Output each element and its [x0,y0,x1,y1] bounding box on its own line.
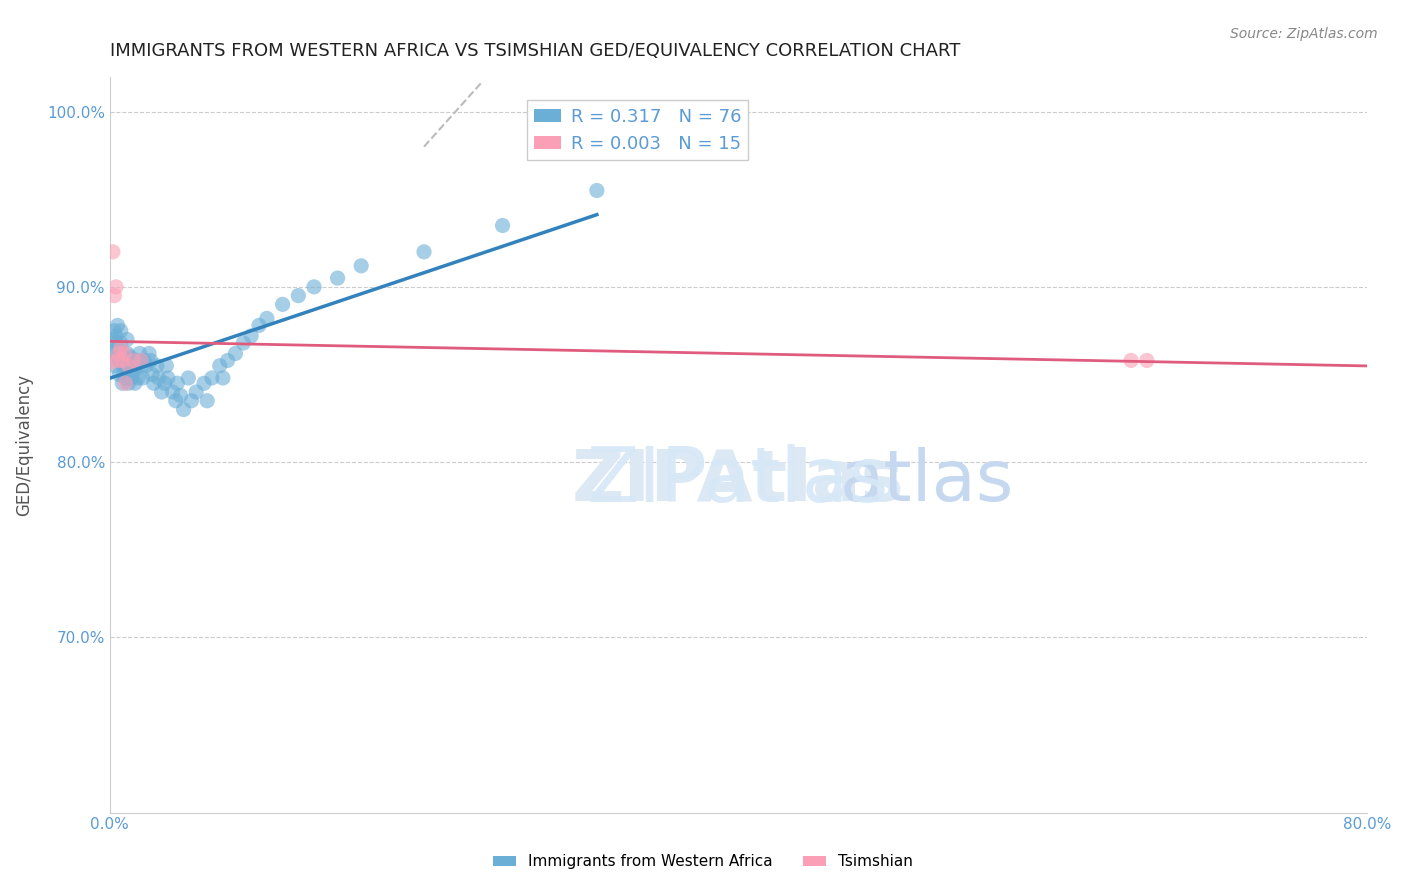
Legend: Immigrants from Western Africa, Tsimshian: Immigrants from Western Africa, Tsimshia… [486,848,920,875]
Point [139,353,162,368]
Point [169,388,191,402]
Point [122,353,145,368]
Point [142,376,165,391]
Point [114,376,136,391]
Point [162,384,184,399]
Point [302,280,325,294]
Point [128,346,150,360]
Point [166,376,188,391]
Point [208,359,231,373]
Point [201,371,224,385]
Y-axis label: GED/Equivalency: GED/Equivalency [15,374,32,516]
Point [156,371,179,385]
Point [1119,353,1142,368]
Point [107,341,129,355]
Point [173,402,195,417]
Point [129,359,152,373]
Text: ZIPAtlas: ZIPAtlas [572,447,904,516]
Point [114,353,136,368]
Point [120,350,142,364]
Point [105,280,128,294]
Point [240,329,263,343]
Point [101,333,124,347]
Point [212,371,235,385]
Point [105,329,128,343]
Point [107,318,129,333]
Point [129,353,152,368]
Point [124,376,146,391]
Point [350,259,373,273]
Point [110,324,132,338]
Point [165,393,187,408]
Point [114,359,136,373]
Point [134,353,156,368]
Point [107,353,129,368]
Point [232,335,254,350]
Point [491,219,513,233]
Point [117,359,139,373]
Point [111,359,134,373]
Point [111,376,134,391]
Point [110,346,132,360]
Point [150,384,173,399]
Point [141,368,163,382]
Point [111,353,134,368]
Point [120,368,142,382]
Point [180,393,202,408]
Point [326,271,349,285]
Point [586,184,609,198]
Point [224,346,246,360]
Point [155,359,177,373]
Point [103,288,125,302]
Point [117,359,139,373]
Point [193,376,215,391]
Point [177,371,200,385]
Point [100,355,122,369]
Point [132,371,155,385]
Text: Source: ZipAtlas.com: Source: ZipAtlas.com [1230,27,1378,41]
Point [127,353,149,368]
Point [110,341,132,355]
Point [112,350,135,364]
Point [413,244,436,259]
Point [115,346,138,360]
Point [101,244,124,259]
Point [110,335,132,350]
Point [186,384,208,399]
Point [256,311,278,326]
Point [122,364,145,378]
Point [105,335,128,350]
Point [148,371,170,385]
Point [117,376,139,391]
Text: IMMIGRANTS FROM WESTERN AFRICA VS TSIMSHIAN GED/EQUIVALENCY CORRELATION CHART: IMMIGRANTS FROM WESTERN AFRICA VS TSIMSH… [110,42,960,60]
Legend: R = 0.317   N = 76, R = 0.003   N = 15: R = 0.317 N = 76, R = 0.003 N = 15 [527,100,748,160]
Point [217,353,239,368]
Point [100,344,122,359]
Point [114,371,136,385]
Point [287,288,309,302]
Point [112,368,135,382]
Point [247,318,270,333]
Point [108,368,131,382]
Point [1136,353,1159,368]
Point [121,371,143,385]
Point [135,359,157,373]
Point [103,324,125,338]
Point [146,359,169,373]
Text: atlas: atlas [839,447,1014,516]
Point [138,346,160,360]
Point [153,376,176,391]
Point [121,353,143,368]
Point [115,333,138,347]
Point [127,371,149,385]
Text: ZIPatlas: ZIPatlas [588,444,890,518]
Point [107,350,129,364]
Point [271,297,294,311]
Point [103,359,125,373]
Point [195,393,218,408]
Point [108,346,131,360]
Point [108,353,131,368]
Point [125,359,148,373]
Point [112,346,135,360]
